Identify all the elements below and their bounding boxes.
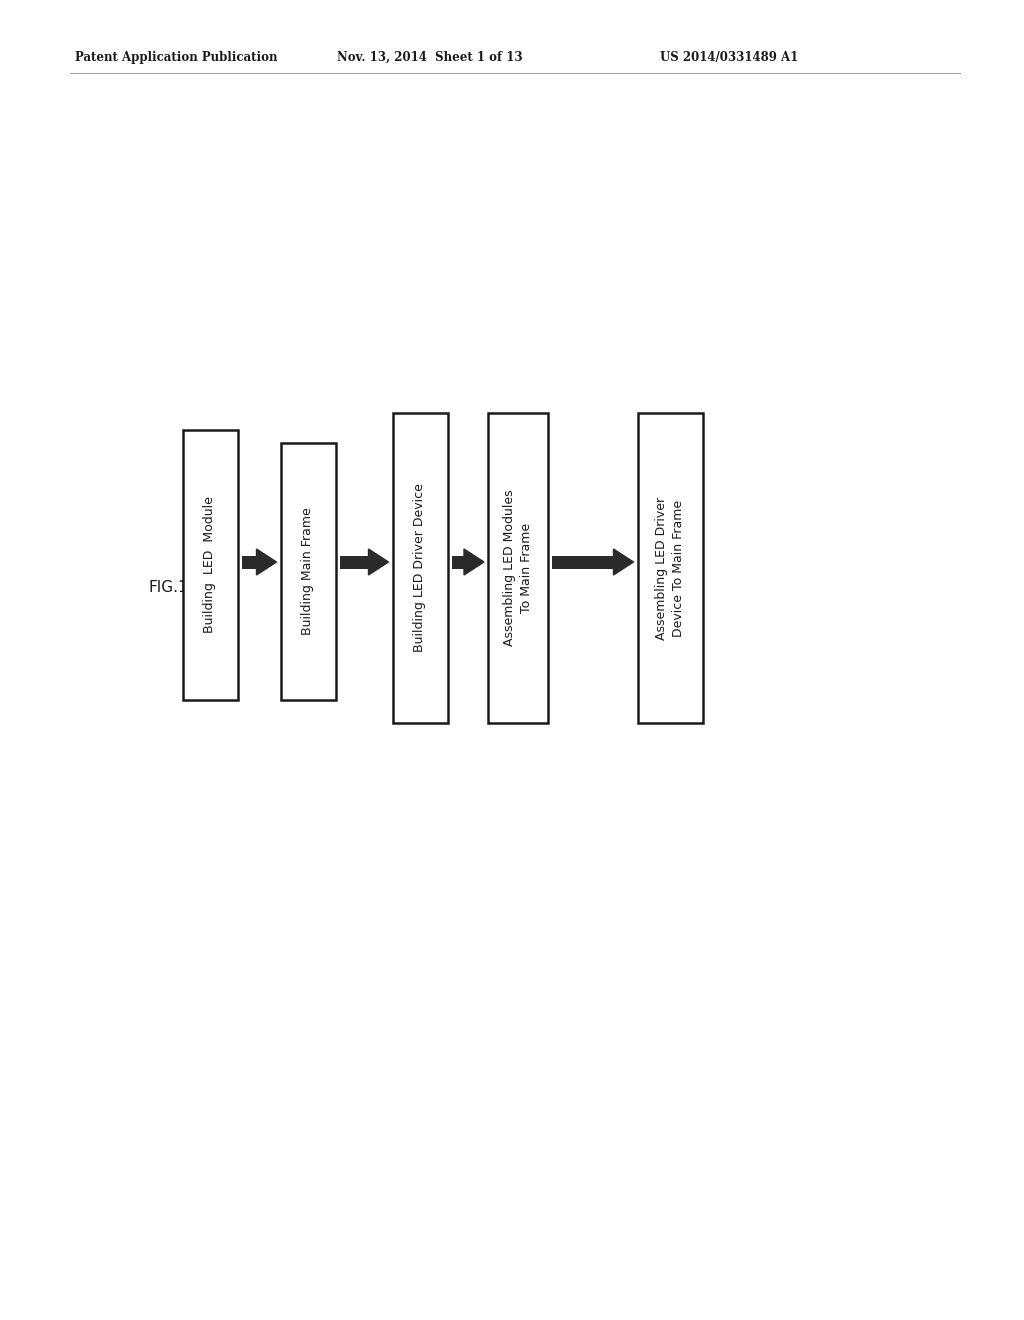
Text: Building Main Frame: Building Main Frame bbox=[301, 508, 314, 635]
Text: Assembling LED Modules
To Main Frame: Assembling LED Modules To Main Frame bbox=[503, 490, 534, 647]
Polygon shape bbox=[464, 549, 484, 576]
Text: FIG.1: FIG.1 bbox=[148, 581, 187, 595]
Polygon shape bbox=[369, 549, 388, 576]
Bar bbox=[552, 556, 613, 569]
Text: Nov. 13, 2014  Sheet 1 of 13: Nov. 13, 2014 Sheet 1 of 13 bbox=[337, 50, 523, 63]
Bar bbox=[182, 430, 238, 700]
Text: Assembling LED Driver
Device To Main Frame: Assembling LED Driver Device To Main Fra… bbox=[655, 496, 685, 640]
Polygon shape bbox=[256, 549, 276, 576]
Bar bbox=[281, 444, 336, 700]
Text: US 2014/0331489 A1: US 2014/0331489 A1 bbox=[660, 50, 799, 63]
Bar bbox=[392, 413, 447, 723]
Text: Building LED Driver Device: Building LED Driver Device bbox=[414, 483, 427, 652]
Text: Building  LED  Module: Building LED Module bbox=[204, 496, 216, 634]
Bar bbox=[242, 556, 256, 569]
Bar bbox=[340, 556, 369, 569]
Polygon shape bbox=[613, 549, 634, 576]
Text: Patent Application Publication: Patent Application Publication bbox=[75, 50, 278, 63]
Bar bbox=[452, 556, 464, 569]
Bar bbox=[488, 413, 548, 723]
Bar bbox=[638, 413, 702, 723]
